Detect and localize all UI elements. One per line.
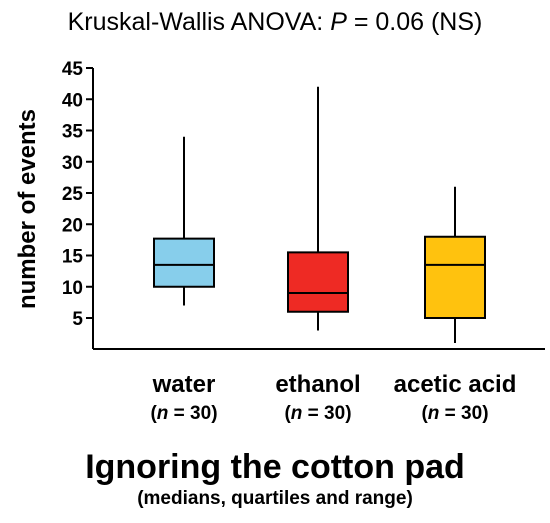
box-ethanol	[287, 86, 349, 331]
y-tick-label: 30	[62, 153, 83, 174]
box-acetic-acid	[424, 186, 486, 343]
y-axis-label: number of events	[14, 109, 41, 309]
y-tick-label: 45	[62, 59, 84, 80]
y-tick-label: 25	[62, 184, 84, 205]
box-water	[153, 136, 215, 306]
sample-size-label: (n = 30)	[284, 403, 351, 424]
y-axis: 5 10 15 20 25 30 35 40 45	[62, 59, 545, 350]
box-body	[153, 237, 215, 288]
chart-title: Ignoring the cotton pad	[85, 448, 465, 486]
y-tick-label: 40	[62, 90, 83, 111]
y-tick-label: 10	[62, 278, 83, 299]
box-body	[424, 235, 486, 319]
y-tick-label: 5	[72, 309, 83, 330]
x-category-label: water	[152, 371, 216, 398]
sample-size-label: (n = 30)	[150, 403, 217, 424]
y-tick-label: 20	[62, 215, 83, 236]
x-category-label: acetic acid	[394, 371, 517, 398]
sample-size-label: (n = 30)	[421, 403, 488, 424]
box-series	[153, 86, 486, 343]
y-tick-label: 35	[62, 122, 84, 143]
chart-stat-title: Kruskal-Wallis ANOVA: P = 0.06 (NS)	[68, 8, 483, 36]
x-category-label: ethanol	[275, 371, 360, 398]
x-axis-labels: water (n = 30) ethanol (n = 30) acetic acid (…	[150, 371, 516, 424]
y-tick-label: 15	[62, 247, 84, 268]
box-body	[287, 251, 349, 313]
chart-subtitle: (medians, quartiles and range)	[137, 488, 413, 509]
